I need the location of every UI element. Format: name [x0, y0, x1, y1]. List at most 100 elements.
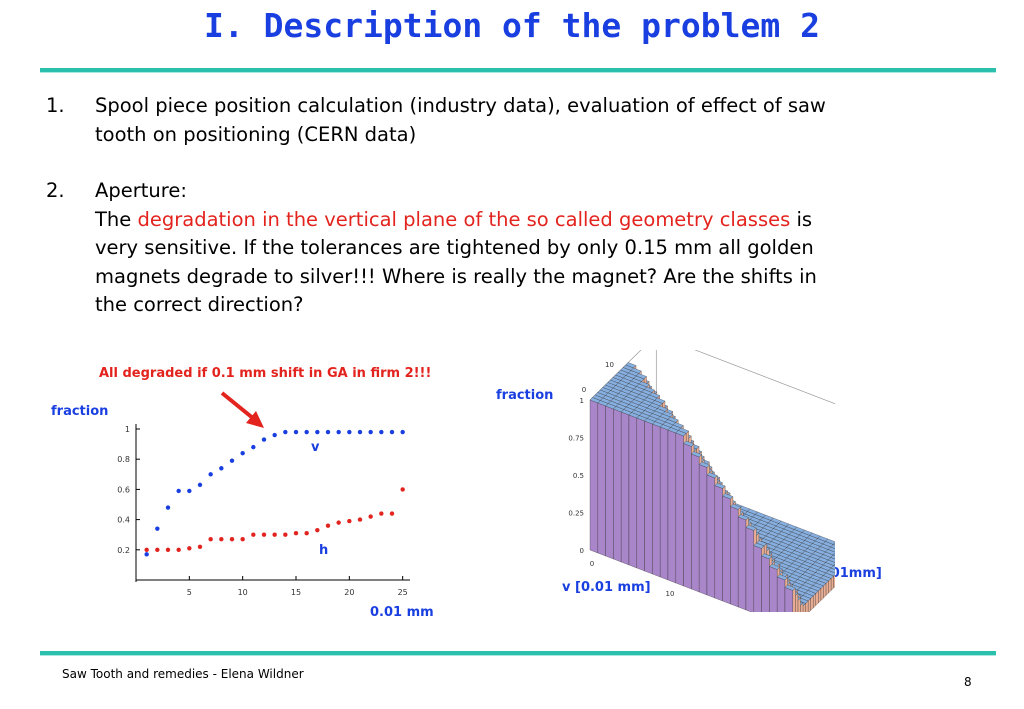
- item-heading: Aperture:: [95, 179, 187, 202]
- data-point-v: [272, 432, 277, 438]
- bar-front-face: [652, 423, 661, 578]
- bar-front-face: [683, 443, 692, 590]
- top-divider: [40, 68, 996, 73]
- data-point-v: [165, 505, 171, 510]
- data-point-h: [293, 530, 299, 536]
- bar-front-face: [613, 408, 622, 563]
- list-item-2: 2. Aperture: The degradation in the vert…: [46, 177, 946, 320]
- text-line: the correct direction?: [95, 293, 304, 316]
- x-tick-label: 25: [398, 588, 408, 597]
- data-point-v: [400, 429, 405, 435]
- z-tick-label: 1: [580, 397, 584, 405]
- z-tick-label: 0: [580, 547, 584, 555]
- data-point-v: [325, 429, 331, 435]
- bar-side-face: [795, 592, 799, 612]
- bar-top: [675, 430, 687, 437]
- bar-top: [737, 514, 749, 521]
- data-point-v: [251, 444, 256, 450]
- bar-front-face: [605, 405, 614, 560]
- data-point-h: [219, 537, 224, 542]
- bar-side-face: [792, 587, 796, 612]
- data-point-h: [357, 517, 363, 522]
- data-point-v: [144, 552, 149, 557]
- text-plain: The: [95, 207, 138, 231]
- scatter-plot: 5 10 15 20 25 0.2 0.4 0.6 0.8 1: [117, 424, 410, 597]
- data-point-h: [165, 547, 171, 552]
- annotation-arrow: [220, 391, 264, 428]
- data-point-h: [144, 547, 149, 552]
- data-point-h: [208, 537, 213, 542]
- data-point-v: [240, 450, 245, 456]
- text-line: magnets degrade to silver!!! Where is re…: [95, 264, 817, 288]
- bar-front-face: [769, 566, 778, 612]
- text-line: The degradation in the vertical plane of…: [95, 206, 817, 235]
- data-point-h: [304, 530, 309, 536]
- data-point-h: [261, 532, 267, 537]
- x-tick-label: 5: [187, 588, 192, 597]
- data-point-v: [229, 458, 235, 463]
- data-point-v: [197, 482, 203, 488]
- bar-top: [706, 472, 718, 479]
- data-point-h: [251, 532, 256, 537]
- data-point-h: [325, 523, 331, 528]
- data-point-v: [379, 429, 384, 435]
- bar-front-face: [714, 485, 723, 602]
- bar-front-face: [628, 414, 637, 569]
- slide-body: 1. Spool piece position calculation (ind…: [46, 92, 946, 320]
- bar-top: [769, 563, 781, 570]
- y-tick-label: 0.6: [117, 485, 130, 494]
- bar-front-face: [722, 495, 731, 605]
- bar-front-face: [784, 587, 793, 612]
- data-point-h: [368, 514, 373, 519]
- y-tick-label: 0.2: [117, 546, 130, 555]
- text-line: tooth on positioning (CERN data): [95, 122, 417, 146]
- page-number: 8: [964, 675, 972, 689]
- bar-top: [784, 584, 796, 591]
- bar-top: [698, 461, 710, 468]
- data-point-v: [219, 466, 224, 471]
- data-point-h: [283, 532, 288, 537]
- data-point-v: [336, 429, 341, 435]
- data-point-h: [176, 547, 181, 552]
- series-v-label: v: [311, 440, 320, 455]
- z-tick-label: 0.75: [568, 435, 584, 443]
- bar-front-face: [660, 426, 669, 581]
- page-title: I. Description of the problem 2: [204, 6, 820, 45]
- bar-top: [753, 542, 765, 549]
- list-number: 1.: [46, 94, 65, 117]
- plot2d-xlabel: 0.01 mm: [370, 605, 434, 620]
- bar-front-face: [691, 453, 700, 593]
- bar-front-face: [730, 506, 739, 608]
- bar-top: [830, 554, 835, 560]
- data-point-v: [293, 429, 299, 435]
- x-tick-label: 20: [344, 588, 354, 597]
- data-point-v: [304, 429, 309, 435]
- data-point-v: [261, 437, 267, 442]
- bar-front-face: [706, 474, 715, 599]
- data-point-v: [208, 472, 213, 477]
- footer-text: Saw Tooth and remedies - Elena Wildner: [62, 667, 304, 681]
- annotation-text: All degraded if 0.1 mm shift in GA in fi…: [99, 366, 432, 381]
- z-tick-label: 0.5: [573, 472, 584, 480]
- bar-top: [714, 482, 726, 489]
- plot2d-ylabel: fraction: [51, 404, 109, 419]
- data-point-h: [315, 527, 320, 533]
- data-point-v: [347, 429, 352, 435]
- bar-top: [776, 574, 788, 581]
- data-point-v: [315, 429, 320, 435]
- bar-front-face: [644, 420, 653, 575]
- y-tick-label: 0.8: [117, 455, 130, 464]
- bar-front-face: [738, 516, 747, 611]
- bar-front-face: [589, 399, 598, 554]
- y-tick-label: 0.4: [117, 516, 130, 525]
- data-point-v: [357, 429, 363, 435]
- h-tick-label: 0: [590, 560, 594, 568]
- h-tick-label: 10: [666, 590, 675, 598]
- data-point-v: [155, 526, 160, 531]
- x-tick-label: 10: [238, 588, 248, 597]
- data-point-h: [347, 518, 352, 524]
- box-edge: [694, 350, 835, 405]
- bar-front-face: [621, 411, 630, 566]
- bar-top: [745, 524, 757, 531]
- bar-front-face: [777, 576, 786, 612]
